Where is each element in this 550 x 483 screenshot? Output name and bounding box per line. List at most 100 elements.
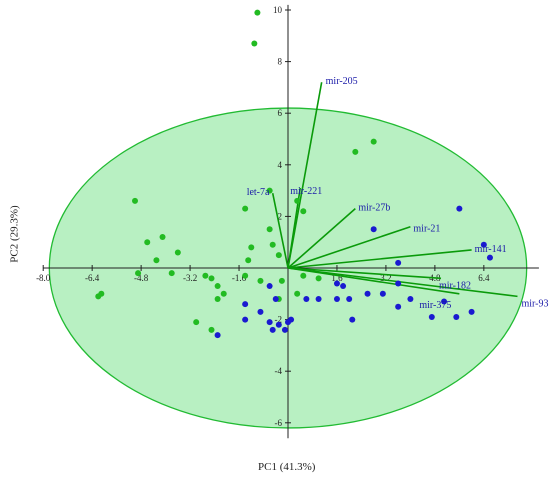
green-point [315, 275, 322, 282]
y-axis-title: PC2 (29.3%) [8, 205, 21, 263]
green-point [294, 290, 301, 297]
green-point [269, 241, 276, 248]
green-point [242, 272, 249, 279]
blue-point [315, 295, 322, 302]
green-point [220, 290, 227, 297]
blue-point [395, 259, 402, 266]
green-point [193, 319, 200, 326]
loading-label: mir-141 [475, 244, 507, 255]
green-point [294, 197, 301, 204]
green-point [214, 283, 221, 290]
loading-labels: mir-205 mir-221 let-7a mir-27b mir-21 mir-141… [247, 76, 549, 311]
green-point [202, 272, 209, 279]
loading-label: mir-21 [413, 224, 440, 235]
loading-vector [271, 193, 289, 269]
green-point [159, 234, 166, 241]
loading-vector [287, 267, 442, 280]
y-tick-label: 4 [278, 160, 283, 170]
x-tick-label: 3.2 [380, 273, 391, 283]
y-tick-label: 8 [278, 57, 283, 67]
loading-vector [287, 82, 323, 269]
blue-point [266, 319, 273, 326]
green-point [174, 249, 181, 256]
loading-vectors [271, 82, 518, 298]
x-tick-label: -6.4 [85, 273, 100, 283]
green-point [245, 257, 252, 264]
x-tick-label: -1.6 [232, 273, 247, 283]
loading-vector [287, 225, 411, 269]
blue-point [269, 326, 276, 333]
loading-label: mir-93 [522, 298, 549, 309]
blue-point [272, 295, 279, 302]
blue-point [407, 295, 414, 302]
green-point [370, 138, 377, 145]
green-point [95, 293, 102, 300]
blue-point [370, 226, 377, 233]
y-tick-label: -4 [275, 366, 283, 376]
green-point [144, 239, 151, 246]
x-tick-label: -8.0 [36, 273, 51, 283]
x-tick-label: -3.2 [183, 273, 197, 283]
x-tick-label: 1.6 [331, 273, 343, 283]
blue-point [333, 280, 340, 287]
green-point [300, 208, 307, 215]
loading-vector [287, 267, 518, 298]
blue-point [346, 295, 353, 302]
blue-point [281, 326, 288, 333]
blue-point [486, 254, 493, 261]
loading-label: mir-27b [358, 203, 390, 214]
score-points [95, 9, 493, 339]
blue-point [395, 303, 402, 310]
blue-point [441, 298, 448, 305]
blue-point [364, 290, 371, 297]
green-point [266, 187, 273, 194]
y-tick-label: 10 [273, 5, 283, 15]
y-tick-label: -6 [275, 418, 283, 428]
green-point [278, 277, 285, 284]
blue-point [242, 301, 249, 308]
y-tick-label: 2 [278, 211, 283, 221]
blue-point [453, 314, 460, 321]
blue-point [480, 241, 487, 248]
loading-vector [287, 249, 472, 269]
green-point [168, 270, 175, 277]
green-point [153, 257, 160, 264]
loading-vector [287, 208, 356, 269]
green-point [251, 40, 258, 47]
blue-point [266, 283, 273, 290]
loading-label: mir-221 [290, 186, 322, 197]
blue-point [468, 308, 475, 315]
loading-label: let-7a [247, 187, 270, 198]
x-tick-label: -4.8 [134, 273, 149, 283]
green-point [208, 326, 215, 333]
green-point [135, 270, 142, 277]
green-point [242, 205, 249, 212]
green-point [300, 272, 307, 279]
loading-label: mir-182 [439, 280, 471, 291]
blue-point [340, 283, 347, 290]
x-tick-label: 6.4 [478, 273, 490, 283]
blue-point [395, 280, 402, 287]
green-point [248, 244, 255, 251]
blue-point [303, 295, 310, 302]
green-point [214, 295, 221, 302]
blue-point [214, 332, 221, 339]
blue-point [257, 308, 264, 315]
green-point [132, 197, 138, 204]
blue-point [242, 316, 249, 323]
blue-point [333, 295, 340, 302]
green-point [257, 277, 264, 284]
green-point [208, 275, 215, 282]
x-axis-title: PC1 (41.3%) [258, 461, 316, 473]
blue-point [275, 321, 282, 328]
green-point [352, 148, 359, 155]
blue-point [288, 316, 295, 323]
blue-point [456, 205, 463, 212]
loading-label: mir-205 [326, 76, 358, 87]
blue-point [428, 314, 435, 321]
blue-point [349, 316, 356, 323]
loading-label: mir-375 [419, 300, 451, 311]
y-tick-label: -2 [275, 315, 283, 325]
axes: -8.0 -6.4 -4.8 -3.2 -1.6 1.6 3.2 4.8 6.4108642-2… [36, 4, 539, 439]
